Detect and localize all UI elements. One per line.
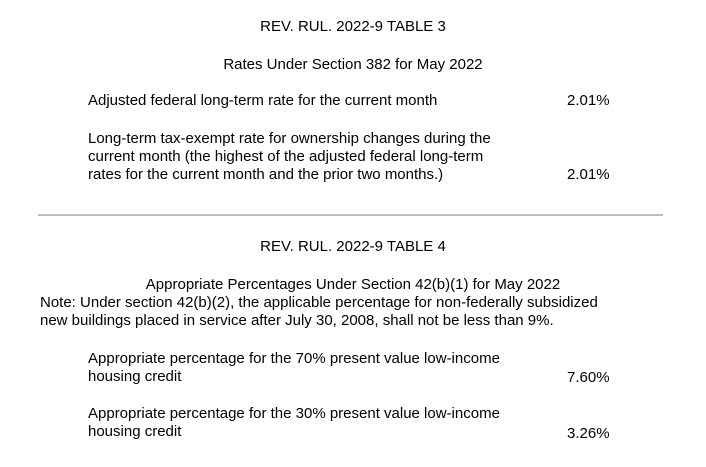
section-divider — [38, 214, 663, 216]
label-line: Long-term tax-exempt rate for ownership … — [88, 130, 491, 147]
table4-row-label: Appropriate percentage for the 70% prese… — [88, 350, 500, 386]
label-line: housing credit — [88, 368, 182, 385]
table4-row-label: Appropriate percentage for the 30% prese… — [88, 405, 500, 441]
note-line: Note: Under section 42(b)(2), the applic… — [40, 294, 598, 311]
table4-title: REV. RUL. 2022-9 TABLE 4 — [260, 238, 446, 255]
note-line: new buildings placed in service after Ju… — [40, 312, 554, 329]
table4-subtitle: Appropriate Percentages Under Section 42… — [145, 276, 561, 293]
label-line: rates for the current month and the prio… — [88, 166, 444, 183]
table3-row-label: Adjusted federal long-term rate for the … — [88, 92, 438, 109]
table3-row-value: 2.01% — [567, 166, 610, 183]
table4-row-value: 3.26% — [567, 425, 610, 442]
table3-row-label: Long-term tax-exempt rate for ownership … — [88, 130, 538, 184]
label-line: Appropriate percentage for the 30% prese… — [88, 405, 500, 422]
table4-row-value: 7.60% — [567, 369, 610, 386]
table3-title: REV. RUL. 2022-9 TABLE 3 — [260, 18, 446, 35]
table3-subtitle: Rates Under Section 382 for May 2022 — [223, 56, 483, 73]
table4-note: Note: Under section 42(b)(2), the applic… — [40, 294, 598, 330]
label-line: current month (the highest of the adjust… — [88, 148, 484, 165]
label-line: housing credit — [88, 423, 182, 440]
label-line: Appropriate percentage for the 70% prese… — [88, 350, 500, 367]
table3-row-value: 2.01% — [567, 92, 610, 109]
